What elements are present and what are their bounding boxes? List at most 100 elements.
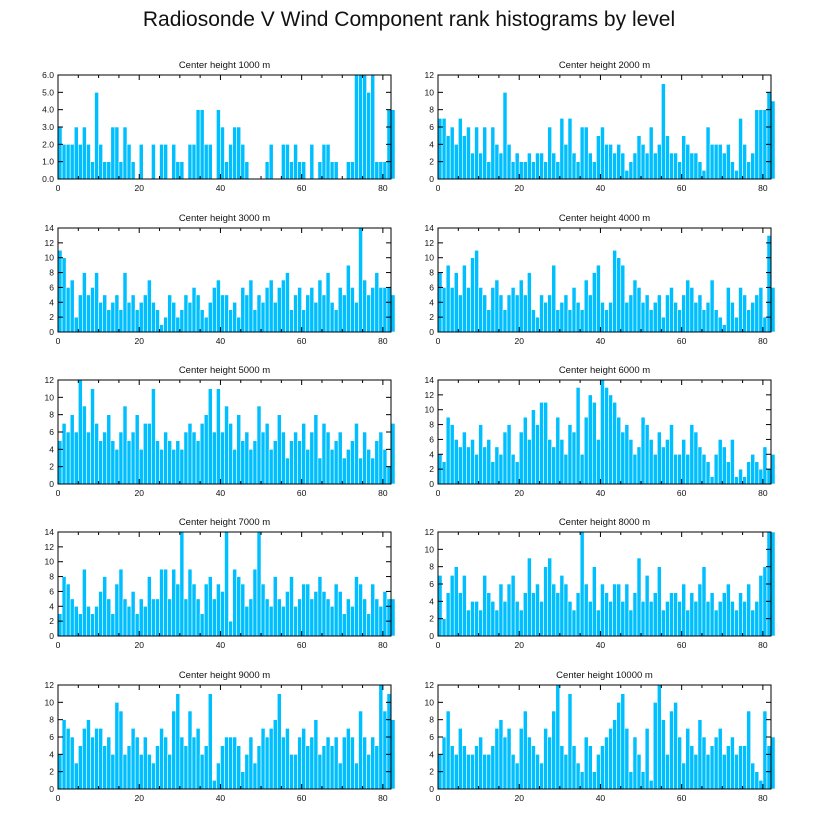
y-tick-label: 2 (429, 464, 434, 474)
y-tick-label: 14 (45, 527, 55, 537)
y-tick-label: 6 (429, 579, 434, 589)
x-tick-label: 40 (596, 488, 606, 498)
x-tick-label: 0 (56, 488, 61, 498)
y-tick-label: 2 (49, 312, 54, 322)
histogram-bar (738, 745, 743, 790)
y-tick-label: 4.0 (42, 105, 54, 115)
x-tick-label: 0 (56, 183, 61, 193)
histogram-bar (449, 745, 455, 790)
y-tick-label: 14 (425, 223, 435, 233)
y-tick-label: 8 (49, 715, 54, 725)
x-tick-label: 80 (378, 336, 388, 346)
y-tick-label: 0 (429, 631, 434, 641)
y-tick-label: 4 (49, 749, 54, 759)
histogram-bar (717, 728, 723, 790)
y-tick-label: 4 (429, 297, 434, 307)
y-tick-label: 3.0 (42, 122, 54, 132)
x-tick-label: 80 (758, 640, 768, 650)
x-tick-label: 80 (378, 183, 388, 193)
y-tick-label: 0 (429, 479, 434, 489)
histogram-bar (453, 754, 459, 790)
histogram-bar (522, 710, 528, 790)
histogram-bar (490, 745, 496, 790)
x-tick-label: 40 (216, 183, 226, 193)
x-tick-label: 80 (378, 640, 388, 650)
x-tick-label: 20 (134, 793, 144, 803)
y-tick-label: 8 (49, 410, 54, 420)
y-tick-label: 10 (425, 697, 435, 707)
x-tick-label: 40 (216, 640, 226, 650)
y-tick-label: 12 (425, 390, 435, 400)
y-tick-label: 12 (425, 238, 435, 248)
panel-title: Center height 7000 m (179, 517, 270, 528)
x-tick-label: 40 (596, 793, 606, 803)
histogram-bar (604, 736, 609, 790)
x-tick-label: 0 (56, 336, 61, 346)
y-tick-label: 8 (429, 268, 434, 278)
histogram-bar (462, 745, 467, 790)
y-tick-label: 10 (425, 87, 435, 97)
histogram-bar (754, 771, 760, 790)
y-tick-label: 10 (45, 557, 55, 567)
y-tick-label: 4 (49, 444, 54, 454)
histogram-bar (677, 736, 682, 790)
y-tick-label: 12 (425, 70, 435, 80)
plot-frame (437, 379, 772, 485)
x-tick-label: 80 (758, 488, 768, 498)
y-tick-label: 6 (49, 282, 54, 292)
y-tick-label: 14 (45, 223, 55, 233)
x-tick-label: 60 (677, 640, 687, 650)
x-tick-label: 60 (677, 183, 687, 193)
histogram-bar (632, 736, 638, 790)
x-tick-label: 20 (514, 488, 524, 498)
x-tick-label: 80 (758, 336, 768, 346)
y-tick-label: 10 (45, 392, 55, 402)
histogram-bar (665, 754, 670, 790)
histogram-bar (555, 684, 561, 790)
x-tick-label: 0 (436, 336, 441, 346)
y-tick-label: 1.0 (42, 157, 54, 167)
y-tick-label: 6 (429, 122, 434, 132)
y-tick-label: 4 (429, 139, 434, 149)
y-tick-label: 12 (425, 680, 435, 690)
x-tick-label: 0 (436, 488, 441, 498)
x-tick-label: 40 (216, 336, 226, 346)
y-tick-label: 8 (429, 420, 434, 430)
histogram-bar (474, 745, 479, 790)
y-tick-label: 0 (429, 327, 434, 337)
histogram-bar (721, 754, 727, 790)
histogram-bar (624, 728, 630, 790)
histogram-bar (636, 754, 642, 790)
histogram-bar (689, 745, 695, 790)
histogram-bar (681, 762, 687, 790)
histogram-bar (701, 736, 707, 790)
histogram-bar (466, 754, 471, 790)
histogram-bar (709, 745, 715, 790)
y-tick-label: 4 (429, 449, 434, 459)
panel-title: Center height 10000 m (556, 670, 653, 681)
panel-title: Center height 8000 m (559, 517, 650, 528)
x-tick-label: 40 (596, 640, 606, 650)
histogram-bar (518, 728, 524, 790)
x-tick-label: 80 (758, 183, 768, 193)
histogram-bar (579, 771, 585, 790)
y-tick-label: 8 (429, 562, 434, 572)
histogram-bar (583, 736, 589, 790)
x-tick-label: 60 (677, 793, 687, 803)
x-tick-label: 40 (596, 336, 606, 346)
y-tick-label: 2 (49, 616, 54, 626)
histogram-bar (535, 754, 540, 790)
x-tick-label: 60 (297, 793, 307, 803)
x-tick-label: 40 (216, 793, 226, 803)
y-tick-label: 0 (49, 327, 54, 337)
histogram-bar (551, 710, 557, 790)
y-tick-label: 8 (429, 105, 434, 115)
y-tick-label: 0 (49, 784, 54, 794)
y-tick-label: 12 (425, 527, 435, 537)
